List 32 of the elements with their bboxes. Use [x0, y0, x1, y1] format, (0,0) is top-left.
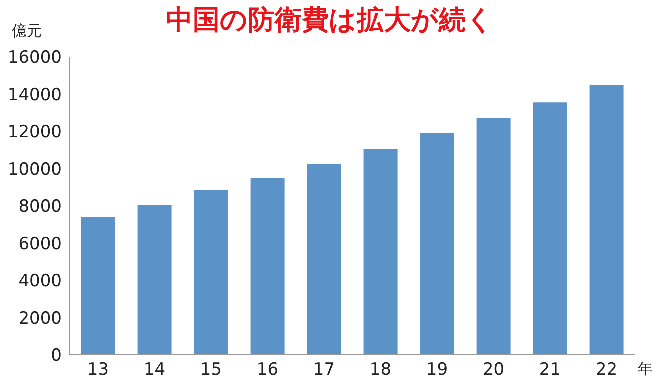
y-tick-label: 14000 — [8, 85, 62, 106]
y-tick-label: 8000 — [18, 197, 62, 218]
bar — [81, 217, 116, 355]
y-axis-title: 億元 — [12, 22, 42, 41]
bar — [590, 84, 624, 355]
bar — [138, 205, 172, 355]
bar — [364, 149, 398, 355]
y-tick-label: 6000 — [18, 234, 62, 254]
y-tick-label: 16000 — [8, 48, 62, 68]
x-tick-label: 17 — [313, 360, 336, 380]
bar — [420, 133, 454, 355]
y-tick-label: 2000 — [18, 308, 62, 329]
bar — [307, 164, 342, 355]
x-tick-label: 16 — [256, 360, 279, 380]
chart-title: 中国の防衛費は拡大が続く — [166, 5, 494, 36]
x-tick-label: 21 — [539, 360, 562, 380]
y-tick-label: 10000 — [8, 160, 62, 180]
bar — [533, 102, 568, 355]
x-tick-label: 15 — [200, 360, 222, 380]
bar — [476, 118, 511, 355]
y-tick-label: 0 — [51, 346, 62, 366]
y-tick-label: 12000 — [8, 122, 62, 143]
x-tick-label: 13 — [87, 360, 110, 380]
y-tick-label: 4000 — [18, 272, 62, 292]
x-tick-label: 14 — [144, 360, 166, 380]
bar — [194, 190, 228, 355]
x-tick-label: 18 — [370, 360, 392, 380]
x-tick-label: 19 — [426, 360, 448, 380]
x-tick-label: 20 — [482, 360, 505, 380]
x-axis-title: 年 — [638, 360, 653, 379]
x-tick-label: 22 — [596, 360, 618, 380]
bar — [250, 178, 285, 355]
